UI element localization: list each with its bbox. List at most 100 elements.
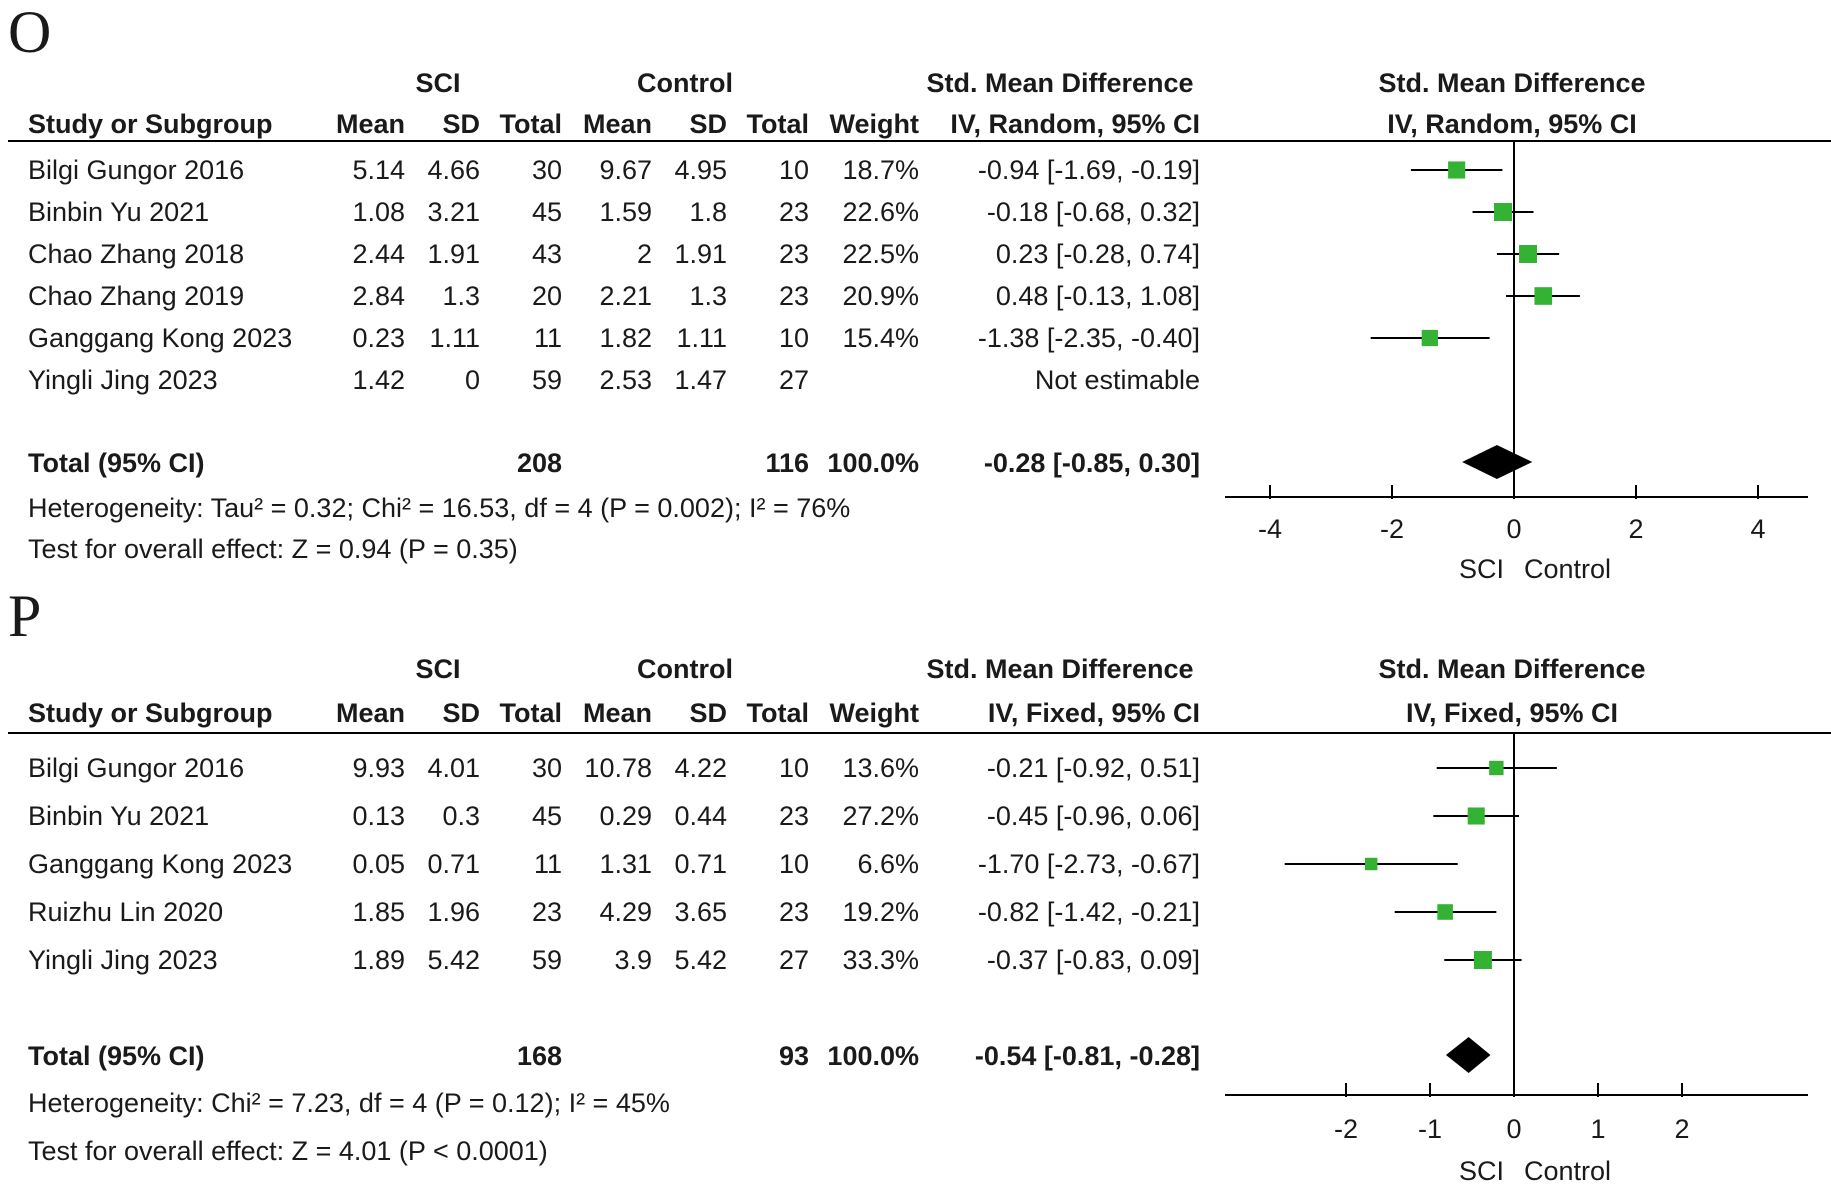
sd2-value: 1.3: [689, 281, 727, 311]
weight-header: Weight: [830, 698, 920, 728]
total1-value: 23: [532, 897, 562, 927]
total1-value: 30: [532, 753, 562, 783]
total1-value: 20: [532, 281, 562, 311]
study-name: Bilgi Gungor 2016: [28, 155, 244, 185]
study-name: Binbin Yu 2021: [28, 197, 209, 227]
smd-plot-header: Std. Mean Difference: [1378, 654, 1645, 684]
weight-value: 13.6%: [842, 753, 919, 783]
heterogeneity-text: Heterogeneity: Tau² = 0.32; Chi² = 16.53…: [28, 493, 850, 523]
mean1-value: 0.05: [352, 849, 405, 879]
x-tick-label: 4: [1750, 514, 1765, 544]
heterogeneity-text: Heterogeneity: Chi² = 7.23, df = 4 (P = …: [28, 1088, 670, 1118]
mean1-value: 0.13: [352, 801, 405, 831]
total1-value: 11: [534, 323, 562, 353]
x-tick-label: -1: [1418, 1114, 1442, 1144]
study-name: Bilgi Gungor 2016: [28, 753, 244, 783]
study-name: Yingli Jing 2023: [28, 365, 218, 395]
study-header: Study or Subgroup: [28, 698, 272, 728]
effect-marker: [1448, 161, 1466, 179]
smd-plot-header: Std. Mean Difference: [1378, 68, 1645, 98]
effect-marker: [1467, 807, 1485, 825]
effect-marker: [1473, 951, 1492, 969]
sd2-header: SD: [689, 109, 727, 139]
group2-header: Control: [637, 654, 733, 684]
total2-sum: 93: [779, 1041, 809, 1071]
weight-value: 19.2%: [842, 897, 919, 927]
mean2-value: 1.31: [599, 849, 652, 879]
sd2-value: 1.11: [676, 323, 727, 353]
effect-marker: [1364, 857, 1378, 871]
mean2-value: 3.9: [614, 945, 652, 975]
x-tick-label: -2: [1334, 1114, 1358, 1144]
sd1-value: 1.11: [429, 323, 480, 353]
total1-header: Total: [500, 109, 563, 139]
ci-value: -1.38 [-2.35, -0.40]: [978, 323, 1200, 353]
sd1-value: 1.91: [427, 239, 480, 269]
mean1-value: 1.89: [352, 945, 405, 975]
effect-marker: [1489, 760, 1504, 776]
mean1-value: 5.14: [352, 155, 405, 185]
favours-left-label: SCI: [1459, 1156, 1504, 1186]
overall-effect-text: Test for overall effect: Z = 0.94 (P = 0…: [28, 534, 518, 564]
total1-value: 11: [534, 849, 562, 879]
mean2-value: 2.21: [599, 281, 652, 311]
mean1-value: 2.44: [352, 239, 405, 269]
total-weight: 100.0%: [827, 1041, 919, 1071]
sd2-value: 0.71: [674, 849, 727, 879]
ci-value: -0.94 [-1.69, -0.19]: [978, 155, 1200, 185]
group1-header: SCI: [415, 654, 460, 684]
ci-value: -0.37 [-0.83, 0.09]: [987, 945, 1200, 975]
x-tick-label: 1: [1590, 1114, 1605, 1144]
total1-value: 45: [532, 197, 562, 227]
mean2-value: 4.29: [599, 897, 652, 927]
study-name: Yingli Jing 2023: [28, 945, 218, 975]
sd1-value: 0.71: [427, 849, 480, 879]
group2-header: Control: [637, 68, 733, 98]
total2-value: 27: [779, 365, 809, 395]
mean1-value: 1.42: [352, 365, 405, 395]
total-ci: -0.28 [-0.85, 0.30]: [984, 448, 1200, 478]
ci-value: -0.21 [-0.92, 0.51]: [987, 753, 1200, 783]
mean1-value: 0.23: [352, 323, 405, 353]
weight-value: 27.2%: [842, 801, 919, 831]
ci-value: 0.48 [-0.13, 1.08]: [996, 281, 1200, 311]
sd2-value: 1.8: [689, 197, 727, 227]
total2-header: Total: [747, 109, 810, 139]
total2-value: 23: [779, 239, 809, 269]
x-tick-label: 2: [1628, 514, 1643, 544]
mean1-value: 9.93: [352, 753, 405, 783]
study-name: Ruizhu Lin 2020: [28, 897, 223, 927]
sd2-value: 5.42: [674, 945, 727, 975]
total1-value: 45: [532, 801, 562, 831]
mean1-value: 2.84: [352, 281, 405, 311]
weight-header: Weight: [830, 109, 920, 139]
sd2-value: 4.95: [674, 155, 727, 185]
weight-value: 20.9%: [842, 281, 919, 311]
mean1-value: 1.85: [352, 897, 405, 927]
x-tick-label: -4: [1258, 514, 1282, 544]
mean2-value: 9.67: [599, 155, 652, 185]
smd-header: Std. Mean Difference: [926, 68, 1193, 98]
x-tick-label: 0: [1506, 514, 1521, 544]
sd1-value: 4.66: [427, 155, 480, 185]
sd1-header: SD: [442, 698, 480, 728]
mean2-value: 1.59: [599, 197, 652, 227]
total2-value: 27: [779, 945, 809, 975]
group1-header: SCI: [415, 68, 460, 98]
effect-marker: [1494, 203, 1513, 221]
sd1-header: SD: [442, 109, 480, 139]
panel-label: O: [8, 0, 51, 65]
method-header: IV, Fixed, 95% CI: [988, 698, 1200, 728]
mean2-header: Mean: [583, 698, 652, 728]
weight-value: 33.3%: [842, 945, 919, 975]
sd1-value: 1.96: [427, 897, 480, 927]
study-header: Study or Subgroup: [28, 109, 272, 139]
mean2-value: 10.78: [584, 753, 652, 783]
mean2-value: 0.29: [599, 801, 652, 831]
weight-value: 22.6%: [842, 197, 919, 227]
sd1-value: 4.01: [427, 753, 480, 783]
total-label: Total (95% CI): [28, 1041, 205, 1071]
ci-value: Not estimable: [1035, 365, 1200, 395]
ci-value: -0.45 [-0.96, 0.06]: [987, 801, 1200, 831]
panel-label: P: [8, 583, 41, 649]
